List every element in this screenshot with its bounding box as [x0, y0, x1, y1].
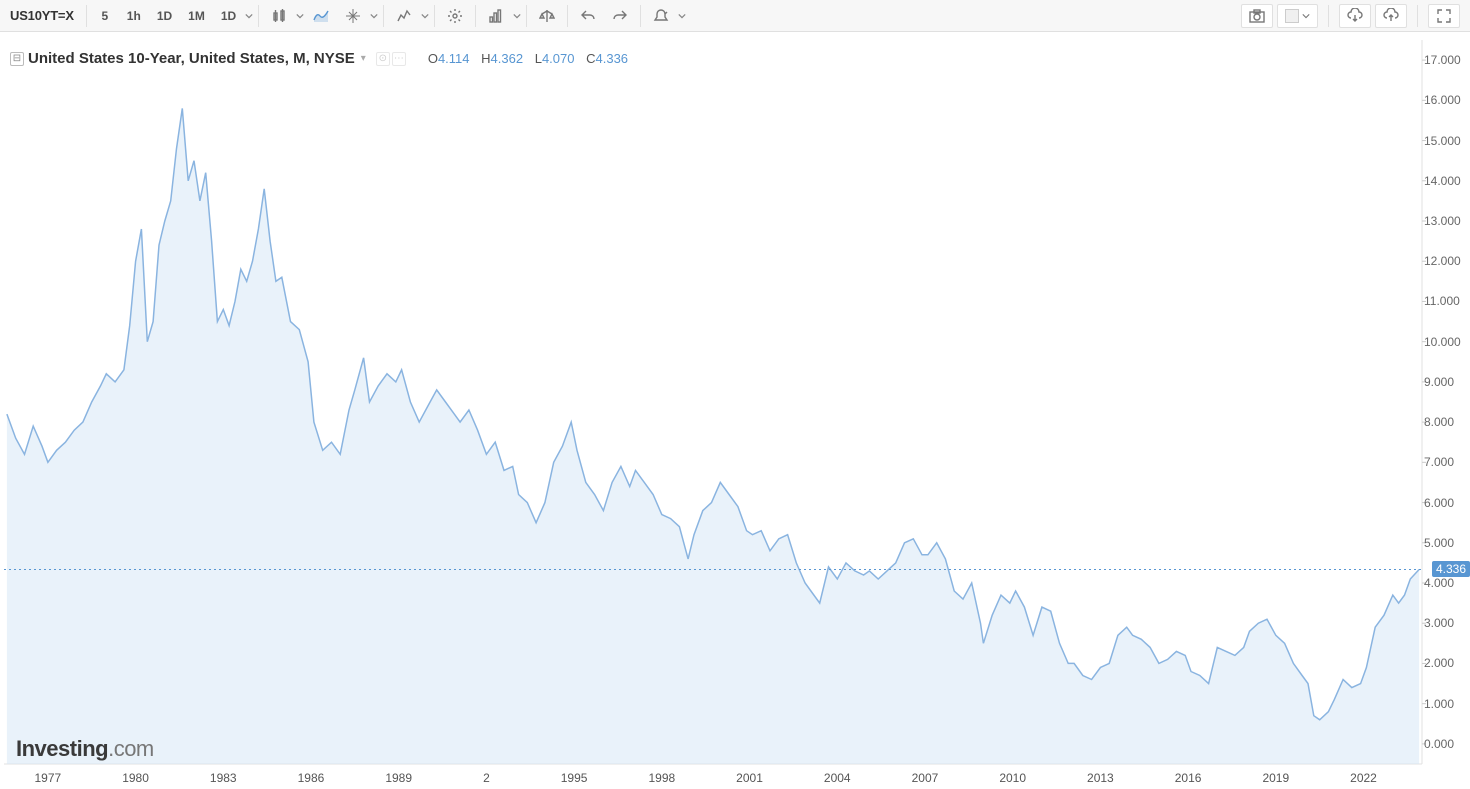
fullscreen-icon[interactable]	[1428, 4, 1460, 28]
y-axis-tick: 1.000	[1424, 697, 1466, 711]
scale-icon[interactable]	[531, 3, 563, 29]
compare-dropdown[interactable]	[369, 12, 379, 20]
y-axis-tick: 11.000	[1424, 294, 1466, 308]
y-axis-tick: 3.000	[1424, 616, 1466, 630]
x-axis-tick: 1983	[210, 771, 237, 785]
y-axis-tick: 8.000	[1424, 415, 1466, 429]
y-axis-tick: 0.000	[1424, 737, 1466, 751]
y-axis-tick: 5.000	[1424, 536, 1466, 550]
separator	[475, 5, 476, 27]
watermark-brand: Investing	[16, 736, 108, 761]
y-axis-tick: 10.000	[1424, 335, 1466, 349]
alert-dropdown[interactable]	[677, 12, 687, 20]
chart-area[interactable]: 0.000 1.000 2.000 3.000 4.000 5.000 6.000 7.000…	[0, 34, 1470, 789]
barchart-icon[interactable]	[480, 3, 512, 29]
x-axis-tick: 2001	[736, 771, 763, 785]
y-axis-tick: 4.000	[1424, 576, 1466, 590]
barchart-dropdown[interactable]	[512, 12, 522, 20]
separator	[434, 5, 435, 27]
timeframe-dropdown[interactable]	[244, 12, 254, 20]
symbol-label[interactable]: US10YT=X	[6, 8, 82, 23]
timeframe-1d-2[interactable]: 1D	[213, 3, 244, 29]
settings-icon[interactable]	[439, 3, 471, 29]
camera-icon[interactable]	[1241, 4, 1273, 28]
cloud-upload-icon[interactable]	[1375, 4, 1407, 28]
separator	[1328, 5, 1329, 27]
separator	[258, 5, 259, 27]
y-axis-tick: 12.000	[1424, 254, 1466, 268]
timeframe-1d[interactable]: 1D	[149, 3, 180, 29]
x-axis-tick: 2007	[912, 771, 939, 785]
cloud-download-icon[interactable]	[1339, 4, 1371, 28]
undo-icon[interactable]	[572, 3, 604, 29]
chart-style-dropdown[interactable]	[295, 12, 305, 20]
color-picker[interactable]	[1277, 4, 1318, 28]
compare-icon[interactable]	[337, 3, 369, 29]
separator	[1417, 5, 1418, 27]
x-axis-tick: 2010	[999, 771, 1026, 785]
y-axis-tick: 15.000	[1424, 134, 1466, 148]
separator	[86, 5, 87, 27]
alert-icon[interactable]	[645, 3, 677, 29]
y-axis-tick: 14.000	[1424, 174, 1466, 188]
x-axis-tick: 1980	[122, 771, 149, 785]
y-axis-tick: 13.000	[1424, 214, 1466, 228]
toolbar-right	[1241, 4, 1464, 28]
y-axis-tick: 16.000	[1424, 93, 1466, 107]
x-axis-tick: 2013	[1087, 771, 1114, 785]
indicators-dropdown[interactable]	[420, 12, 430, 20]
timeframe-5[interactable]: 5	[91, 3, 119, 29]
x-axis-tick: 2016	[1175, 771, 1202, 785]
x-axis-tick: 1986	[298, 771, 325, 785]
candlestick-icon[interactable]	[263, 3, 295, 29]
x-axis-tick: 1995	[561, 771, 588, 785]
separator	[640, 5, 641, 27]
x-axis-tick: 1989	[385, 771, 412, 785]
y-axis-tick: 17.000	[1424, 53, 1466, 67]
y-axis-tick: 7.000	[1424, 455, 1466, 469]
watermark-logo: Investing.com	[16, 736, 154, 762]
separator	[526, 5, 527, 27]
redo-icon[interactable]	[604, 3, 636, 29]
y-axis-tick: 9.000	[1424, 375, 1466, 389]
current-price-tag: 4.336	[1432, 561, 1470, 577]
separator	[567, 5, 568, 27]
area-chart-icon[interactable]	[305, 3, 337, 29]
x-axis-tick: 2019	[1262, 771, 1289, 785]
x-axis-tick: 2	[483, 771, 490, 785]
y-axis-tick: 6.000	[1424, 496, 1466, 510]
chart-svg[interactable]	[0, 34, 1470, 789]
timeframe-1h[interactable]: 1h	[119, 3, 149, 29]
x-axis-tick: 1998	[648, 771, 675, 785]
timeframe-1m[interactable]: 1M	[180, 3, 213, 29]
toolbar: US10YT=X 5 1h 1D 1M 1D	[0, 0, 1470, 32]
x-axis-tick: 2022	[1350, 771, 1377, 785]
separator	[383, 5, 384, 27]
x-axis-tick: 1977	[34, 771, 61, 785]
x-axis-tick: 2004	[824, 771, 851, 785]
watermark-suffix: .com	[108, 736, 154, 761]
y-axis-tick: 2.000	[1424, 656, 1466, 670]
indicators-icon[interactable]	[388, 3, 420, 29]
